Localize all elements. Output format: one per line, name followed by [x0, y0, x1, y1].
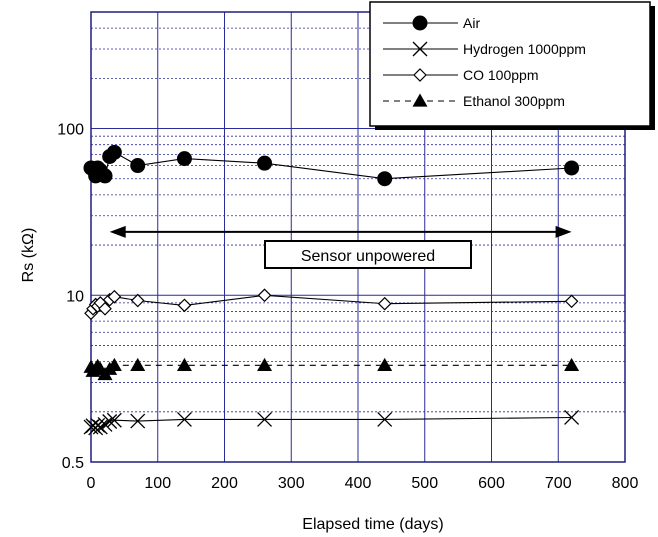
y-tick-label: 10 — [66, 288, 84, 305]
x-axis-label: Elapsed time (days) — [302, 516, 443, 533]
data-point — [102, 414, 118, 429]
data-point — [257, 288, 272, 303]
data-point — [377, 357, 393, 371]
data-point — [412, 41, 428, 57]
series-2 — [84, 288, 579, 321]
data-point-stroke — [412, 41, 428, 57]
data-point-stroke — [564, 409, 580, 425]
legend-label: Ethanol 300ppm — [463, 93, 565, 109]
y-axis-label: Rs (kΩ) — [20, 228, 37, 283]
data-point — [98, 301, 112, 316]
x-tick-label: 200 — [211, 475, 238, 492]
data-point-stroke — [102, 414, 118, 429]
data-point — [97, 168, 113, 184]
data-point — [130, 413, 146, 429]
x-tick-label: 700 — [545, 475, 572, 492]
data-point — [107, 289, 122, 304]
plot-frame — [90, 11, 626, 463]
x-tick-labels: 0 100 200 300 400 500 600 700 800 — [87, 475, 639, 492]
series-line — [90, 294, 572, 314]
legend-label: Hydrogen 1000ppm — [463, 41, 586, 57]
data-point — [377, 171, 393, 187]
x-tick-label: 300 — [278, 475, 305, 492]
data-point-stroke — [176, 411, 192, 427]
data-point-stroke — [130, 413, 146, 429]
data-point-stroke — [106, 412, 122, 428]
data-point — [106, 144, 122, 160]
data-point — [92, 419, 108, 435]
x-tick-label: 100 — [144, 475, 171, 492]
data-point — [176, 151, 192, 167]
data-point — [564, 294, 579, 309]
data-point — [97, 416, 113, 432]
data-point — [176, 357, 192, 371]
data-point — [106, 357, 122, 371]
legend-label: CO 100ppm — [463, 67, 538, 83]
data-point — [257, 411, 273, 427]
legend-label: Air — [463, 15, 480, 31]
data-point — [377, 296, 392, 311]
y-tick-label: 0.5 — [62, 455, 84, 472]
annotation-text: Sensor unpowered — [301, 248, 435, 265]
data-point — [130, 357, 146, 371]
data-point-stroke — [97, 416, 113, 432]
data-point-stroke — [377, 411, 393, 427]
series-line — [90, 364, 572, 376]
series-layer — [83, 144, 580, 436]
data-point — [130, 158, 146, 174]
data-point — [412, 15, 428, 31]
data-point — [564, 409, 580, 425]
data-point — [564, 357, 580, 371]
x-tick-label: 600 — [478, 475, 505, 492]
data-point — [412, 93, 428, 107]
data-point — [177, 298, 192, 313]
data-point — [564, 160, 580, 176]
annotation-box — [264, 240, 472, 269]
series-line — [90, 416, 572, 429]
annotation-layer: Sensor unpowered — [109, 225, 572, 269]
data-point-stroke — [257, 411, 273, 427]
series-3 — [83, 357, 580, 381]
data-point — [176, 411, 192, 427]
series-0 — [83, 144, 580, 187]
x-tick-label: 0 — [87, 475, 96, 492]
arrow-head-right — [555, 225, 572, 238]
data-point — [257, 155, 273, 171]
y-tick-label: 100 — [57, 122, 84, 139]
data-point — [257, 357, 273, 371]
x-tick-label: 800 — [612, 475, 639, 492]
y-tick-labels: 0.5 10 100 — [57, 122, 84, 472]
legend: Air Hydrogen 1000ppm CO 100ppm Ethanol 300p… — [369, 1, 655, 130]
x-tick-label: 500 — [411, 475, 438, 492]
data-point — [413, 68, 427, 82]
data-point-stroke — [92, 419, 108, 435]
data-point — [377, 411, 393, 427]
data-point — [130, 293, 145, 308]
arrow-head-left — [109, 225, 126, 238]
series-1 — [83, 409, 580, 436]
data-point — [106, 412, 122, 428]
x-tick-label: 400 — [345, 475, 372, 492]
